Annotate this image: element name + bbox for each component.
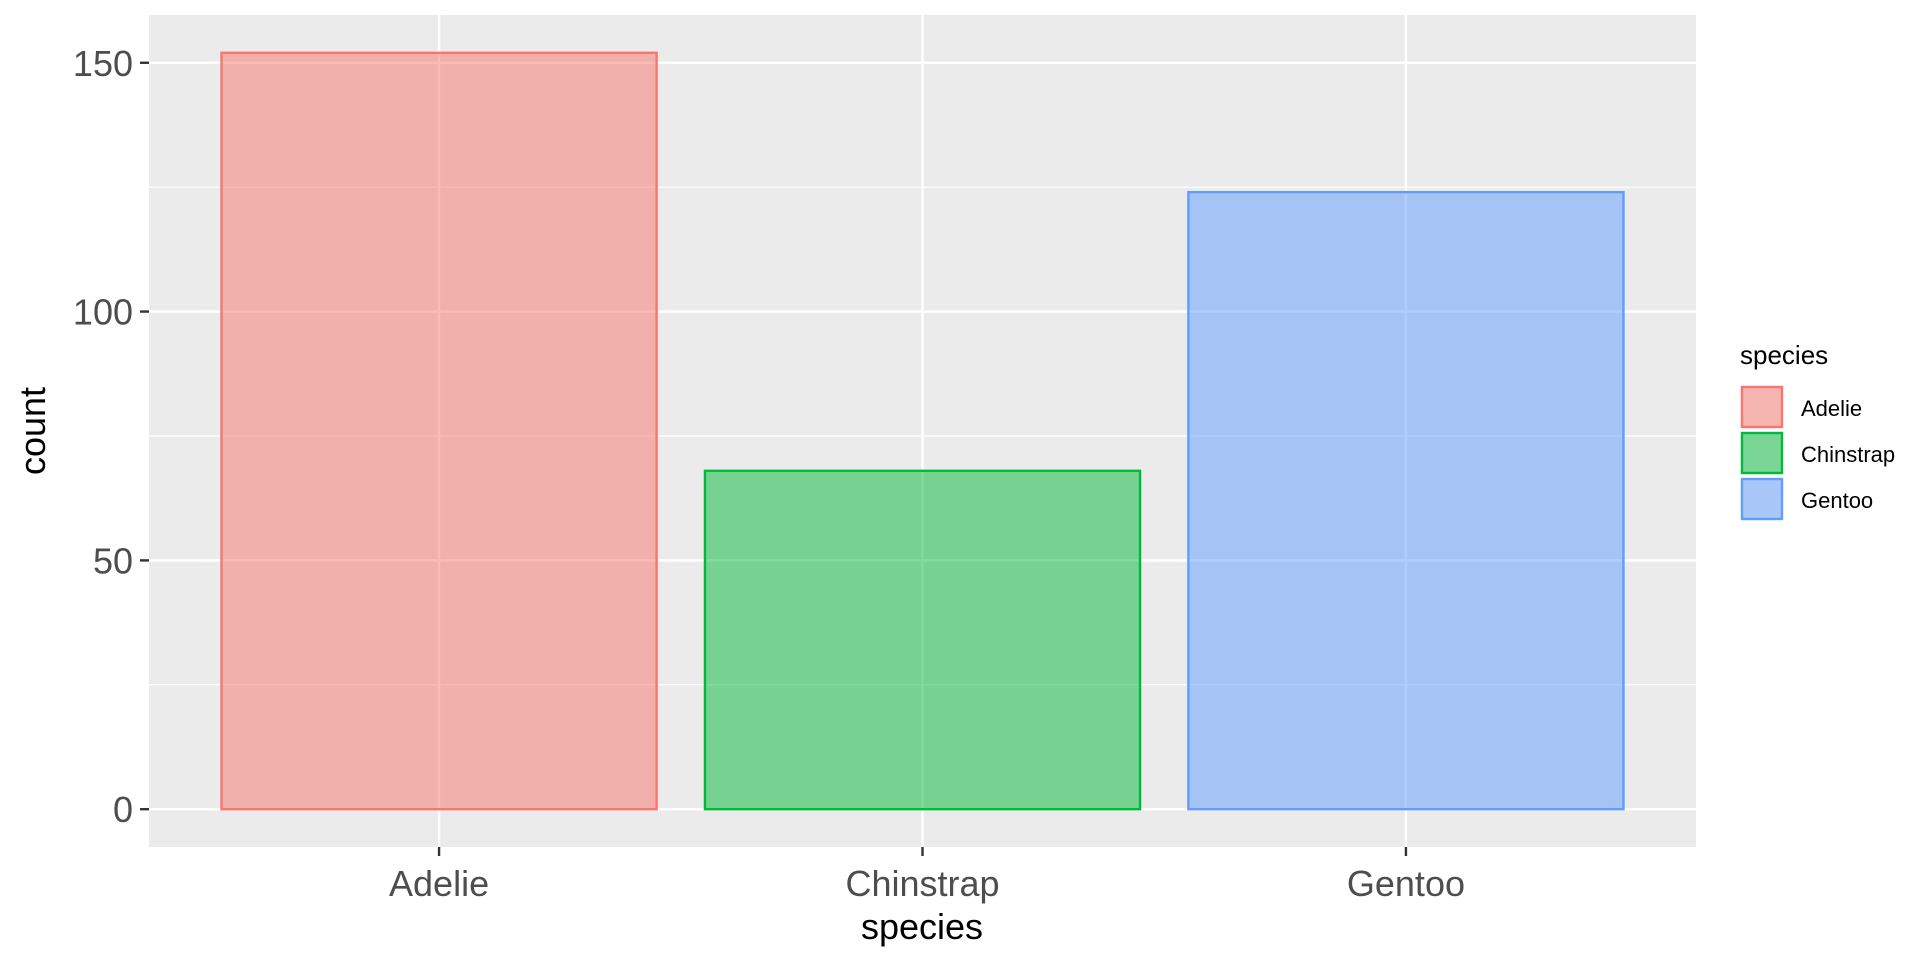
bars [220,51,1625,811]
x-axis: Adelie Chinstrap Gentoo [389,847,1465,904]
legend-label: Adelie [1801,396,1862,421]
legend-key [1740,431,1784,475]
legend-key [1740,477,1784,521]
y-tick-label: 100 [73,292,133,333]
x-tick-label: Adelie [389,863,489,904]
x-axis-title: species [861,906,983,947]
y-tick-label: 150 [73,43,133,84]
bar-adelie [220,51,658,811]
y-tick-label: 50 [93,540,133,581]
x-tick-label: Chinstrap [845,863,999,904]
y-axis: 0 50 100 150 [73,43,149,830]
y-tick-label: 0 [113,789,133,830]
legend-title: species [1740,340,1828,370]
legend-key [1740,385,1784,429]
x-tick-label: Gentoo [1347,863,1465,904]
legend: species Adelie Chinstrap Gentoo [1740,340,1895,521]
bar-chinstrap [703,469,1142,811]
legend-label: Gentoo [1801,488,1873,513]
bar-gentoo [1187,190,1625,811]
legend-label: Chinstrap [1801,442,1895,467]
y-axis-title: count [12,387,53,475]
